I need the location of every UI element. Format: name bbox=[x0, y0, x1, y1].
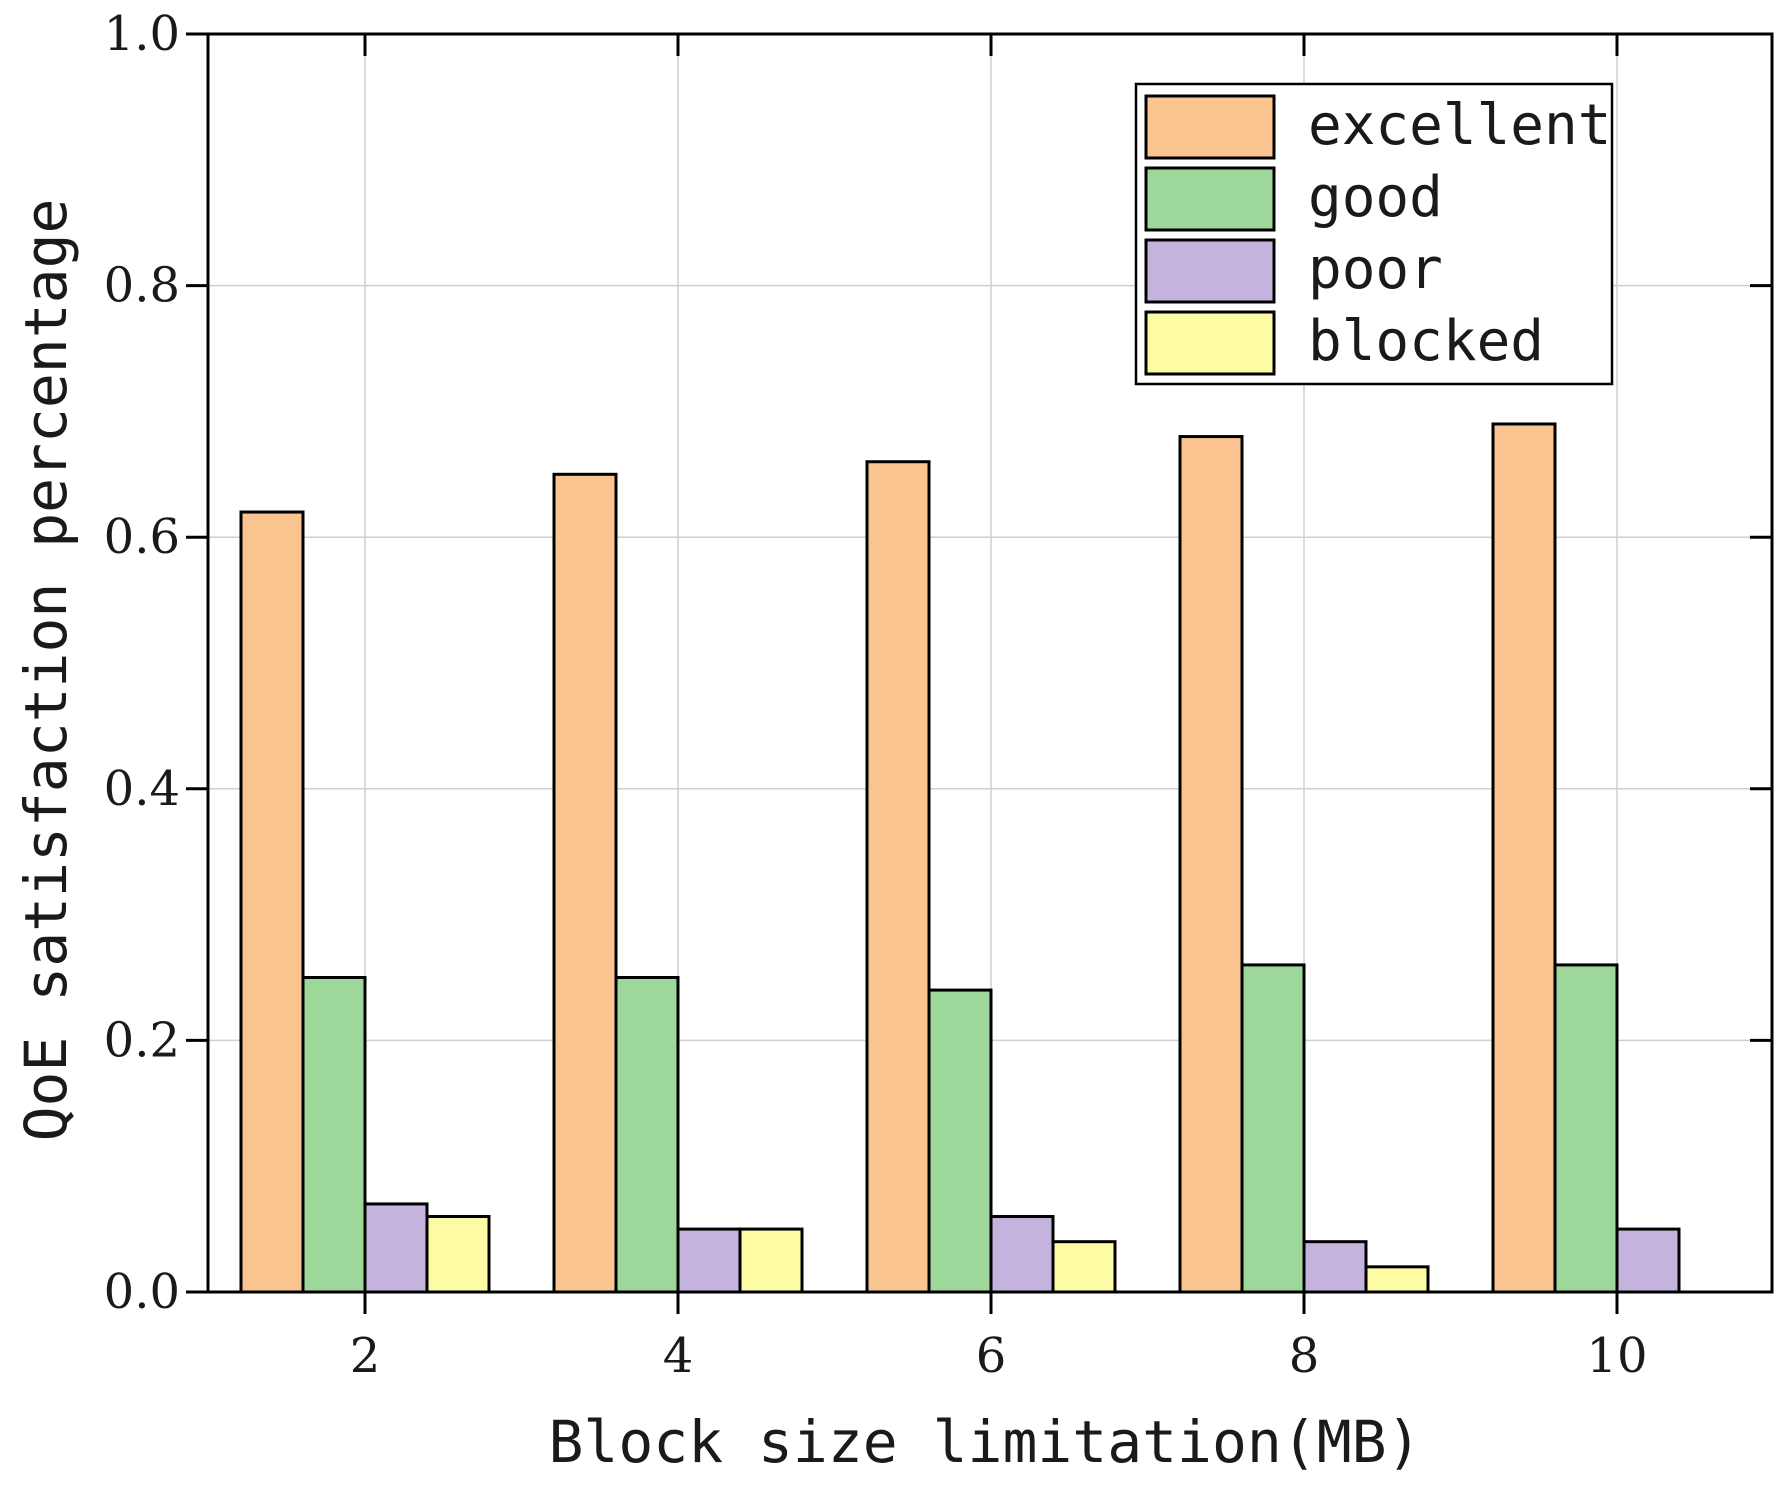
x-tick-label: 2 bbox=[350, 1328, 381, 1384]
bar-poor-8 bbox=[1302, 1240, 1368, 1294]
y-tick-label: 0.4 bbox=[104, 761, 180, 817]
bar-good-2 bbox=[301, 976, 367, 1294]
bars bbox=[239, 422, 1681, 1294]
bar-poor-4 bbox=[676, 1227, 742, 1294]
legend-swatch-excellent bbox=[1144, 94, 1276, 160]
bar-poor-10 bbox=[1615, 1227, 1681, 1294]
bar-blocked-6 bbox=[1051, 1240, 1117, 1294]
bar-excellent-4 bbox=[552, 472, 618, 1294]
legend-label-poor: poor bbox=[1308, 237, 1443, 302]
legend-label-blocked: blocked bbox=[1308, 309, 1544, 374]
x-tick-label: 8 bbox=[1289, 1328, 1320, 1384]
bar-poor-2 bbox=[363, 1202, 429, 1294]
bar-excellent-6 bbox=[865, 460, 931, 1294]
bar-good-10 bbox=[1553, 963, 1619, 1294]
x-axis-title: Block size limitation(MB) bbox=[549, 1408, 1422, 1476]
y-tick-label: 0.8 bbox=[104, 258, 180, 314]
bar-blocked-8 bbox=[1364, 1265, 1430, 1294]
y-tick-label: 0.2 bbox=[104, 1012, 180, 1068]
y-tick-label: 0.0 bbox=[104, 1264, 180, 1320]
legend-swatch-blocked bbox=[1144, 310, 1276, 376]
legend-label-good: good bbox=[1308, 165, 1443, 230]
bar-excellent-2 bbox=[239, 510, 305, 1294]
y-tick-label: 0.6 bbox=[104, 509, 180, 565]
legend-swatch-poor bbox=[1144, 238, 1276, 304]
bar-poor-6 bbox=[989, 1215, 1055, 1294]
x-tick-label: 6 bbox=[976, 1328, 1007, 1384]
tick-labels: 0.0 0.2 0.4 0.6 0.8 1.0 2 4 6 8 10 bbox=[104, 6, 1648, 1384]
bar-excellent-8 bbox=[1178, 435, 1244, 1294]
bar-good-8 bbox=[1240, 963, 1306, 1294]
axis-ticks bbox=[186, 32, 1772, 1314]
x-tick-label: 4 bbox=[663, 1328, 694, 1384]
bar-excellent-10 bbox=[1491, 422, 1557, 1294]
y-tick-label: 1.0 bbox=[104, 6, 180, 62]
bar-blocked-2 bbox=[425, 1215, 491, 1294]
legend: excellent good poor blocked bbox=[1134, 82, 1614, 386]
legend-label-excellent: excellent bbox=[1308, 93, 1611, 158]
y-axis-title: QoE satisfaction percentage bbox=[12, 199, 80, 1142]
bar-good-4 bbox=[614, 976, 680, 1294]
legend-swatch-good bbox=[1144, 166, 1276, 232]
bar-blocked-4 bbox=[738, 1227, 804, 1294]
bar-good-6 bbox=[927, 988, 993, 1294]
x-tick-label: 10 bbox=[1586, 1328, 1647, 1384]
